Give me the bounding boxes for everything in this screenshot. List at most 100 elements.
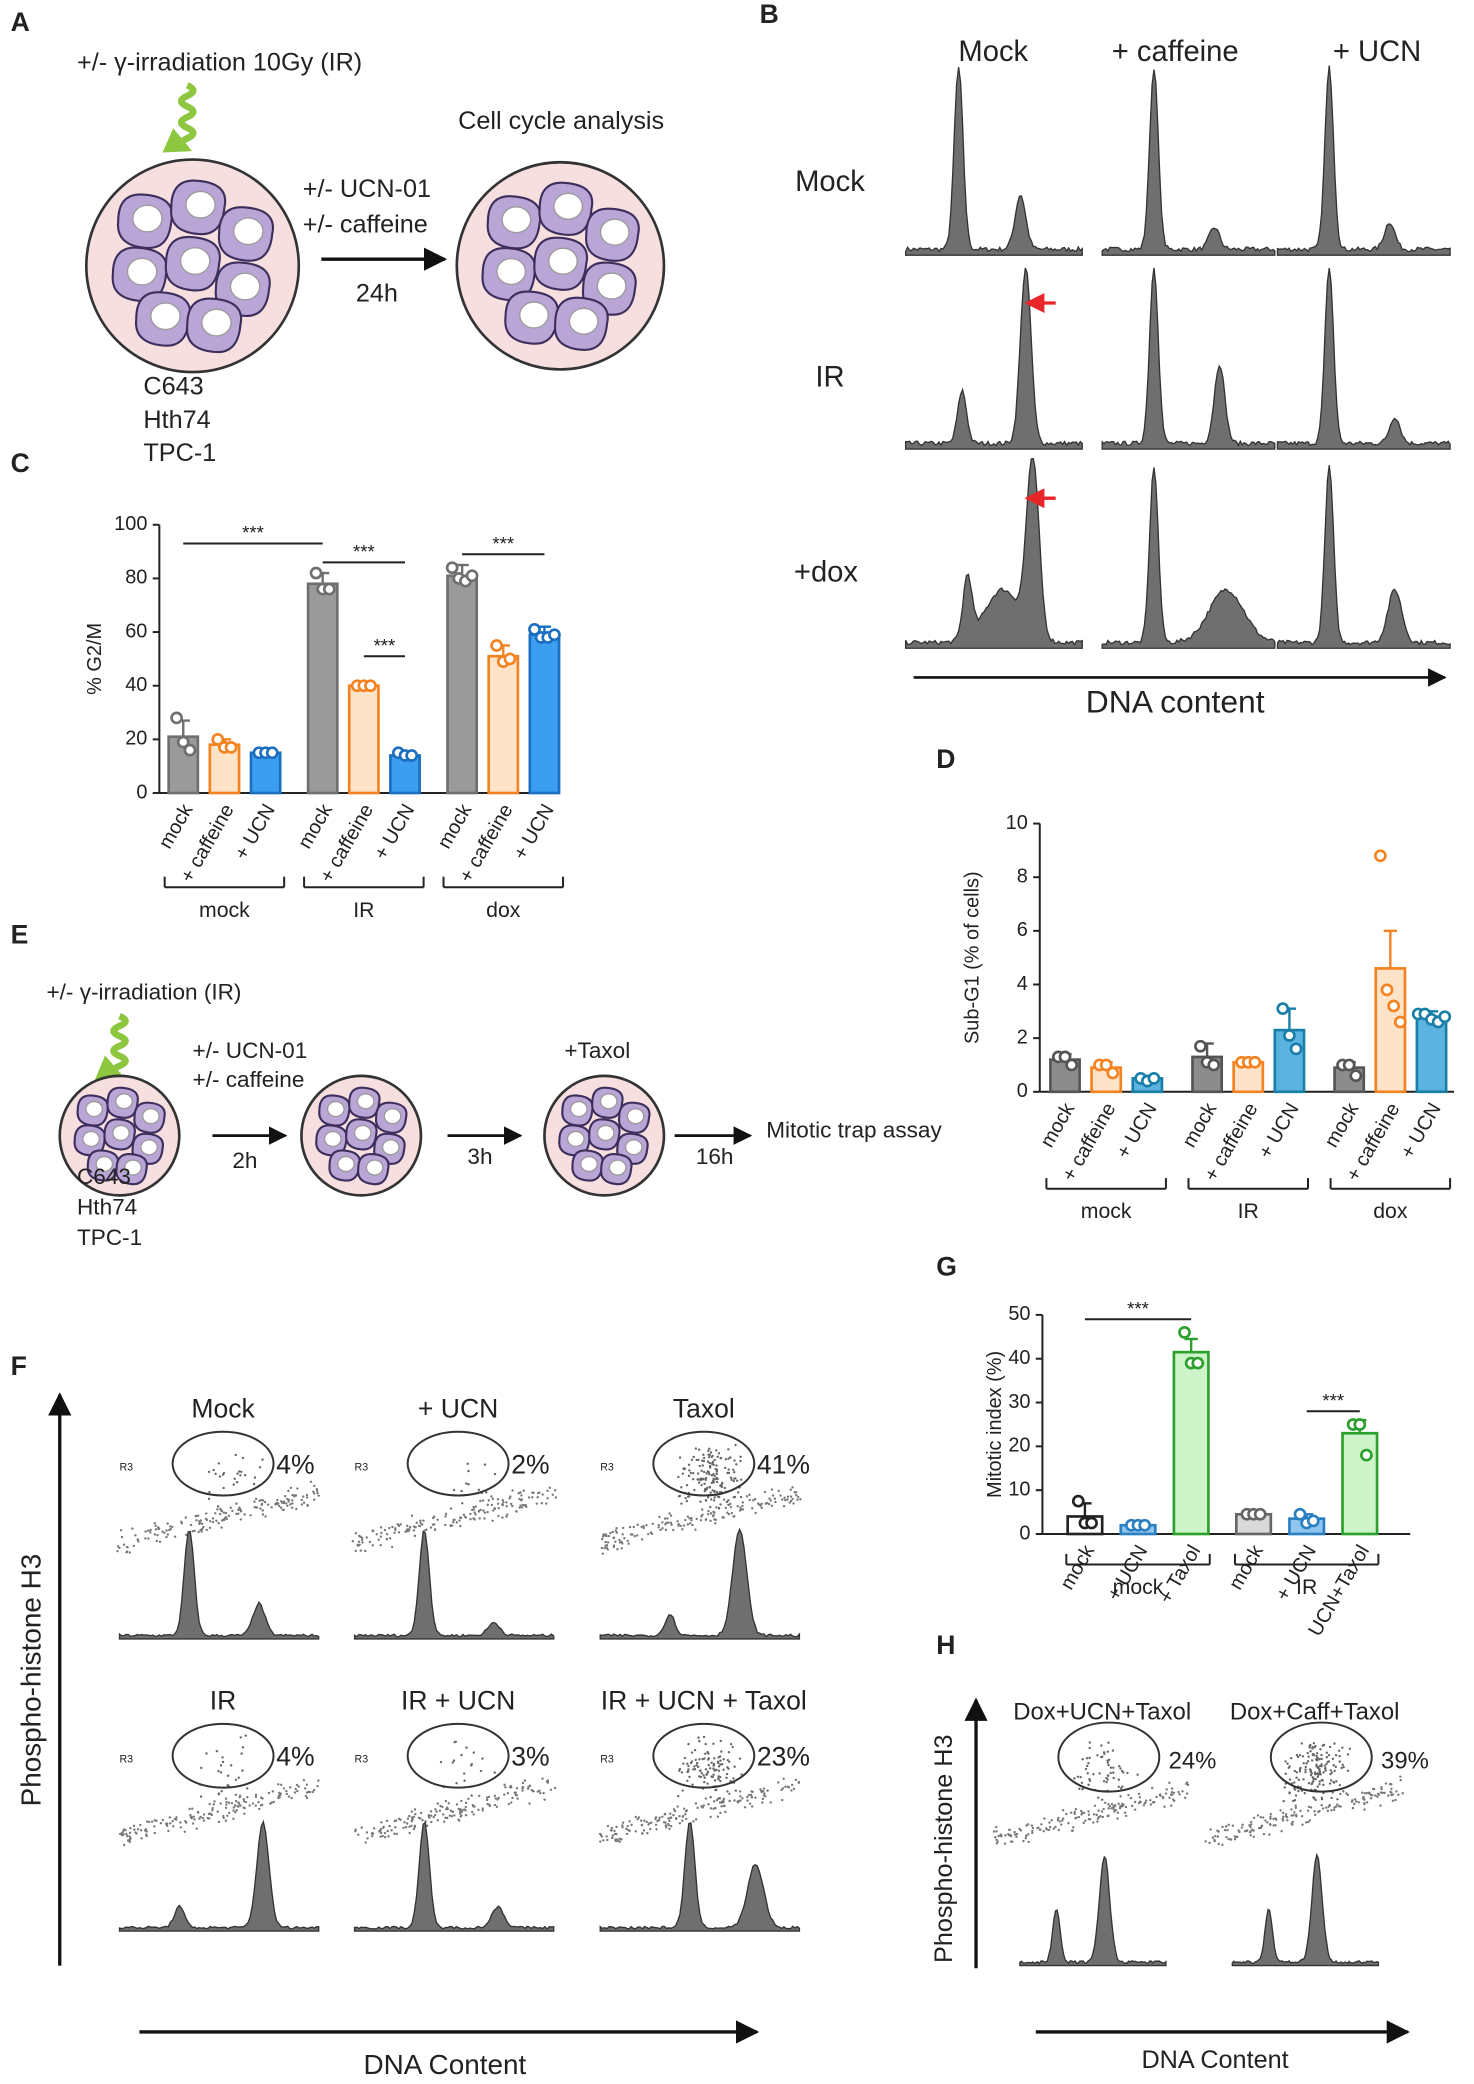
event-dot (527, 1496, 531, 1499)
event-dot (511, 1489, 514, 1492)
label: TPC-1 (143, 439, 216, 467)
event-dot (477, 1794, 481, 1798)
event-dot (183, 1830, 186, 1833)
event-dot (1309, 1806, 1313, 1809)
event-dot (636, 1523, 639, 1526)
event-dot (144, 1530, 147, 1533)
event-dot (1330, 1779, 1333, 1782)
event-dot (481, 1807, 484, 1810)
event-dot (259, 1796, 263, 1799)
event-dot (647, 1532, 650, 1536)
event-dot (615, 1825, 618, 1829)
event-dot (1072, 1826, 1075, 1829)
event-dot (222, 1816, 225, 1820)
label: Hth74 (77, 1195, 137, 1220)
event-dot (693, 1488, 696, 1492)
event-dot (701, 1757, 704, 1761)
nucleus (82, 1130, 101, 1148)
nucleus (185, 190, 216, 219)
event-dot (452, 1759, 456, 1762)
event-dot (1107, 1763, 1110, 1767)
event-dot (711, 1462, 714, 1466)
event-dot (730, 1512, 734, 1515)
event-dot (133, 1828, 136, 1831)
event-dot (470, 1508, 474, 1512)
event-dot (1074, 1817, 1077, 1820)
event-dot (615, 1531, 619, 1534)
event-dot (667, 1521, 670, 1524)
event-dot (449, 1524, 452, 1527)
event-dot (745, 1495, 749, 1498)
event-dot (442, 1813, 445, 1816)
event-dot (694, 1447, 698, 1450)
event-dot (239, 1474, 242, 1477)
label: Hth74 (143, 406, 210, 434)
event-dot (677, 1524, 680, 1527)
event-dot (521, 1781, 525, 1785)
event-dot (709, 1512, 713, 1515)
event-dot (1306, 1751, 1309, 1755)
event-dot (290, 1506, 294, 1509)
event-dot (710, 1481, 714, 1485)
event-dot (1295, 1815, 1298, 1818)
event-dot (224, 1819, 228, 1822)
event-dot (1341, 1746, 1344, 1749)
event-dot (200, 1530, 203, 1533)
event-dot (221, 1473, 225, 1476)
panel-letter: B (760, 0, 779, 29)
event-dot (761, 1801, 764, 1804)
event-dot (173, 1535, 177, 1538)
event-dot (713, 1474, 716, 1478)
event-dot (249, 1514, 252, 1517)
event-dot (797, 1495, 800, 1499)
bar (249, 751, 282, 795)
event-dot (761, 1789, 765, 1793)
event-dot (640, 1823, 644, 1827)
event-dot (626, 1539, 629, 1543)
event-dot (1377, 1793, 1381, 1796)
event-dot (691, 1477, 695, 1481)
event-dot (1321, 1779, 1324, 1782)
gate (171, 1722, 275, 1789)
x-tick-label: mock (1321, 1099, 1364, 1151)
event-dot (1085, 1757, 1089, 1760)
event-dot (197, 1530, 200, 1534)
event-dot (388, 1537, 392, 1540)
event-dot (452, 1488, 456, 1492)
event-dot (627, 1542, 630, 1545)
event-dot (219, 1764, 223, 1767)
event-dot (1328, 1745, 1332, 1749)
event-dot (424, 1820, 427, 1823)
event-dot (481, 1809, 484, 1812)
event-dot (709, 1466, 712, 1469)
event-dot (715, 1799, 719, 1802)
event-dot (1305, 1762, 1308, 1765)
event-dot (712, 1513, 715, 1517)
event-dot (382, 1826, 385, 1829)
event-dot (754, 1796, 757, 1799)
event-dot (158, 1540, 162, 1543)
event-dot (727, 1471, 731, 1475)
event-dot (1097, 1796, 1100, 1799)
event-dot (1216, 1829, 1219, 1832)
event-dot (770, 1488, 774, 1491)
event-dot (261, 1509, 264, 1512)
event-dot (674, 1817, 678, 1820)
event-dot (531, 1496, 534, 1499)
event-dot (124, 1828, 127, 1832)
event-dot (518, 1497, 521, 1501)
event-dot (546, 1489, 549, 1493)
event-dot (690, 1519, 693, 1522)
event-dot (698, 1769, 702, 1773)
data-point (445, 561, 459, 575)
event-dot (1103, 1752, 1106, 1755)
event-dot (294, 1494, 298, 1497)
event-dot (712, 1773, 715, 1776)
event-dot (491, 1497, 495, 1500)
event-dot (408, 1825, 411, 1828)
panel-letter: A (11, 7, 30, 37)
event-dot (743, 1806, 747, 1809)
data-point (1393, 1015, 1407, 1029)
event-dot (1320, 1753, 1323, 1757)
